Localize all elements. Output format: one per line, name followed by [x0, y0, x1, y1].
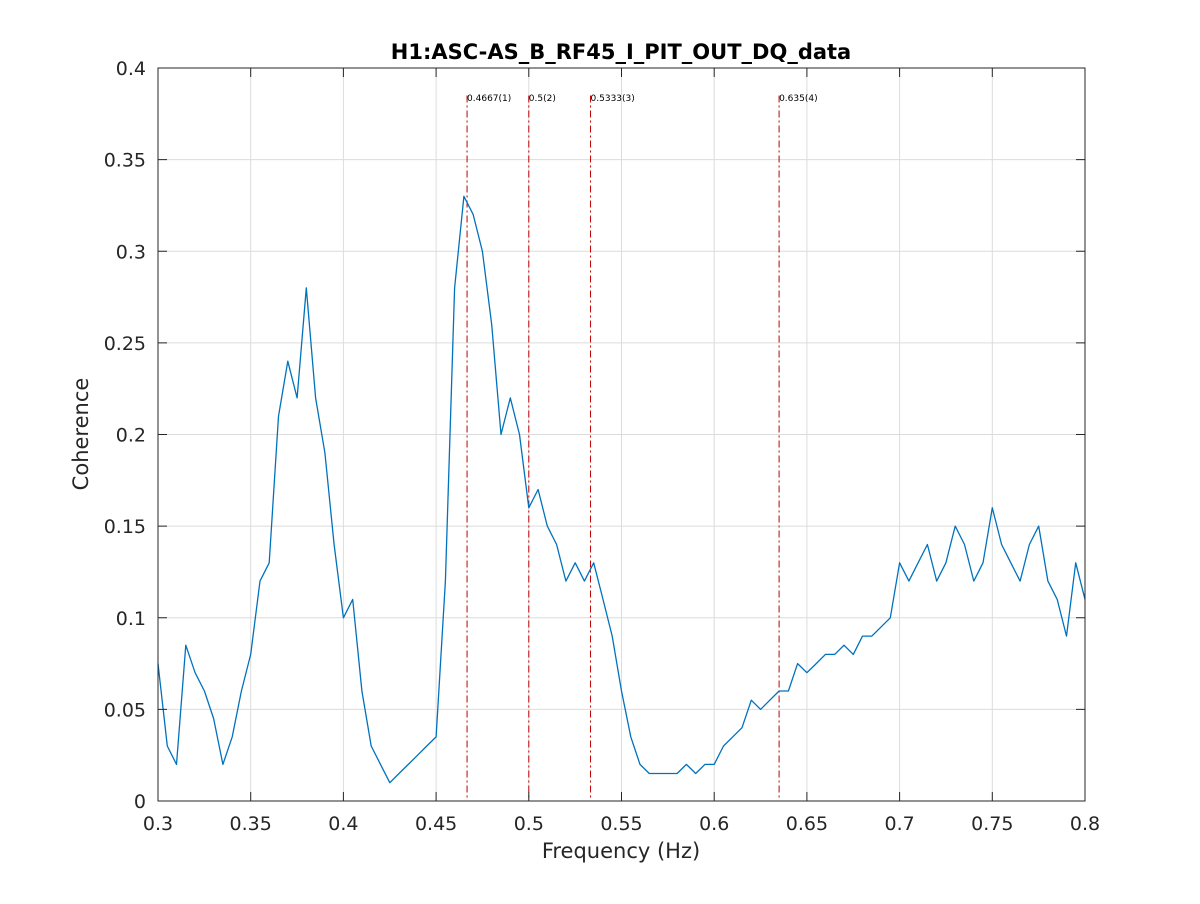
x-tick-label: 0.55 [600, 813, 642, 835]
x-tick-label: 0.4 [328, 813, 358, 835]
x-tick-label: 0.5 [514, 813, 544, 835]
axes-box [157, 67, 1086, 802]
coherence-series-line [157, 195, 1086, 784]
y-tick-label: 0.05 [104, 699, 146, 721]
x-tick-label: 0.6 [699, 813, 729, 835]
x-tick-label: 0.75 [971, 813, 1013, 835]
axes [157, 67, 1086, 802]
y-tick-label: 0.3 [116, 241, 146, 263]
y-axis-label: Coherence [69, 378, 93, 491]
chart-title: H1:ASC-AS_B_RF45_I_PIT_OUT_DQ_data [391, 40, 851, 64]
y-tick-label: 0.4 [116, 58, 146, 80]
x-tick-label: 0.65 [786, 813, 828, 835]
y-tick-label: 0.15 [104, 516, 146, 538]
y-tick-label: 0.35 [104, 150, 146, 172]
y-tick-label: 0.25 [104, 333, 146, 355]
y-tick-label: 0.2 [116, 425, 146, 447]
x-tick-label: 0.8 [1070, 813, 1100, 835]
marker-label: 0.635(4) [779, 94, 818, 104]
x-tick-label: 0.45 [415, 813, 457, 835]
marker-label: 0.5(2) [529, 94, 556, 104]
y-tick-labels: 0 0.05 0.1 0.15 0.2 0.25 0.3 0.35 0.4 [104, 58, 146, 813]
marker-label: 0.4667(1) [467, 94, 511, 104]
y-tick-label: 0 [134, 791, 146, 813]
series-layer [157, 195, 1086, 784]
frequency-markers: 0.4667(1) 0.5(2) 0.5333(3) 0.635(4) [466, 94, 818, 801]
x-tick-label: 0.7 [884, 813, 914, 835]
marker-label: 0.5333(3) [591, 94, 635, 104]
x-tick-label: 0.35 [230, 813, 272, 835]
x-tick-label: 0.3 [143, 813, 173, 835]
x-axis-label: Frequency (Hz) [542, 839, 700, 863]
y-tick-label: 0.1 [116, 608, 146, 630]
x-tick-labels: 0.3 0.35 0.4 0.45 0.5 0.55 0.6 0.65 0.7 0.75 0.8 [143, 813, 1100, 835]
